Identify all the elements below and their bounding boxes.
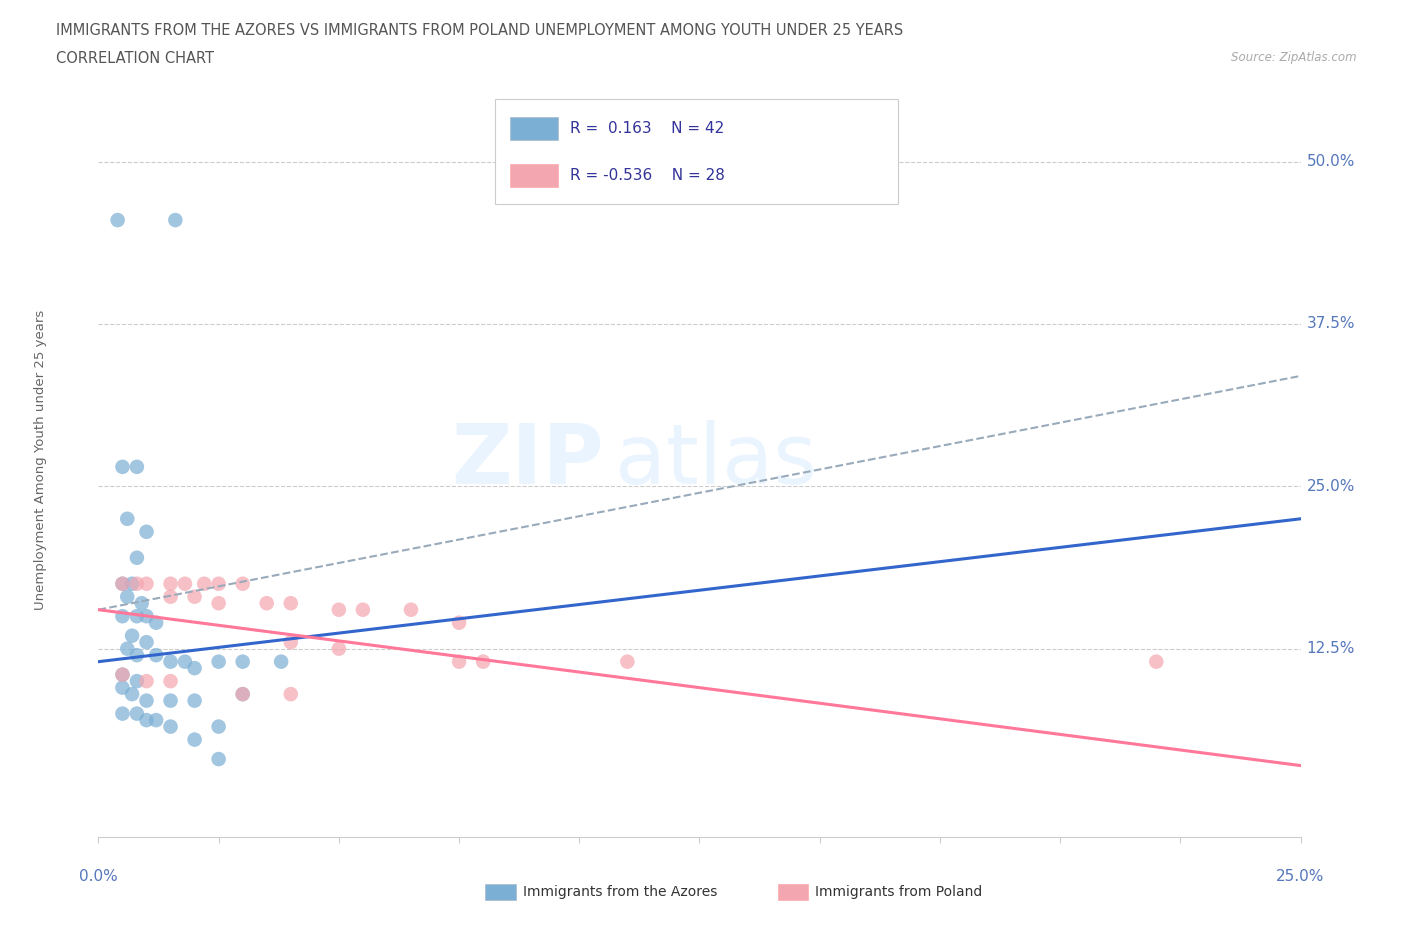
Bar	[509, 165, 558, 187]
Point	[135, 577, 157, 591]
Point	[352, 603, 374, 618]
Point	[208, 654, 231, 669]
Point	[145, 616, 167, 631]
Text: Source: ZipAtlas.com: Source: ZipAtlas.com	[1232, 51, 1357, 64]
Point	[328, 603, 350, 618]
Point	[159, 693, 181, 708]
Point	[232, 577, 254, 591]
Point	[256, 596, 278, 611]
Text: 50.0%: 50.0%	[1306, 154, 1355, 169]
Text: 37.5%: 37.5%	[1306, 316, 1355, 331]
Point	[111, 706, 134, 721]
Point	[447, 654, 470, 669]
Point	[135, 693, 157, 708]
Point	[159, 673, 181, 688]
Text: 25.0%: 25.0%	[1277, 870, 1324, 884]
FancyBboxPatch shape	[495, 99, 898, 205]
Point	[232, 686, 254, 701]
Point	[111, 667, 134, 682]
Point	[121, 686, 143, 701]
Point	[135, 525, 157, 539]
Point	[208, 596, 231, 611]
Point	[183, 732, 205, 747]
Point	[174, 577, 197, 591]
Point	[107, 213, 129, 228]
Point	[111, 577, 134, 591]
Point	[159, 719, 181, 734]
Point	[125, 673, 148, 688]
Point	[121, 577, 143, 591]
Text: Immigrants from Poland: Immigrants from Poland	[815, 884, 983, 899]
Point	[111, 577, 134, 591]
Point	[125, 647, 148, 662]
Point	[159, 577, 181, 591]
Point	[399, 603, 422, 618]
Point	[270, 654, 292, 669]
Text: 12.5%: 12.5%	[1306, 641, 1355, 657]
Point	[165, 213, 187, 228]
Point	[183, 590, 205, 604]
Text: atlas: atlas	[616, 419, 817, 501]
Point	[135, 609, 157, 624]
Point	[328, 642, 350, 657]
Bar	[485, 884, 516, 900]
Point	[145, 712, 167, 727]
Point	[174, 654, 197, 669]
Point	[117, 512, 139, 526]
Point	[121, 629, 143, 644]
Point	[111, 680, 134, 695]
Point	[472, 654, 495, 669]
Text: ZIP: ZIP	[451, 419, 603, 501]
Point	[183, 693, 205, 708]
Point	[280, 635, 302, 650]
Bar	[509, 117, 558, 140]
Text: R = -0.536    N = 28: R = -0.536 N = 28	[569, 168, 724, 183]
Point	[135, 673, 157, 688]
Point	[125, 459, 148, 474]
Point	[135, 712, 157, 727]
Point	[1144, 654, 1167, 669]
Point	[145, 647, 167, 662]
Text: Immigrants from the Azores: Immigrants from the Azores	[523, 884, 717, 899]
Point	[125, 577, 148, 591]
Text: 0.0%: 0.0%	[79, 870, 118, 884]
Text: Unemployment Among Youth under 25 years: Unemployment Among Youth under 25 years	[34, 311, 48, 610]
Text: CORRELATION CHART: CORRELATION CHART	[56, 51, 214, 66]
Point	[111, 459, 134, 474]
Point	[125, 609, 148, 624]
Point	[111, 667, 134, 682]
Point	[208, 577, 231, 591]
Point	[111, 609, 134, 624]
Point	[280, 686, 302, 701]
Point	[208, 751, 231, 766]
Text: IMMIGRANTS FROM THE AZORES VS IMMIGRANTS FROM POLAND UNEMPLOYMENT AMONG YOUTH UN: IMMIGRANTS FROM THE AZORES VS IMMIGRANTS…	[56, 23, 904, 38]
Point	[232, 686, 254, 701]
Point	[159, 654, 181, 669]
Point	[117, 642, 139, 657]
Text: R =  0.163    N = 42: R = 0.163 N = 42	[569, 121, 724, 136]
Point	[131, 596, 153, 611]
Point	[208, 719, 231, 734]
Point	[159, 590, 181, 604]
Point	[117, 590, 139, 604]
Bar	[778, 884, 808, 900]
Point	[280, 596, 302, 611]
Point	[232, 654, 254, 669]
Point	[183, 660, 205, 675]
Point	[447, 616, 470, 631]
Point	[616, 654, 638, 669]
Point	[125, 551, 148, 565]
Point	[125, 706, 148, 721]
Point	[193, 577, 215, 591]
Text: 25.0%: 25.0%	[1306, 479, 1355, 494]
Point	[135, 635, 157, 650]
